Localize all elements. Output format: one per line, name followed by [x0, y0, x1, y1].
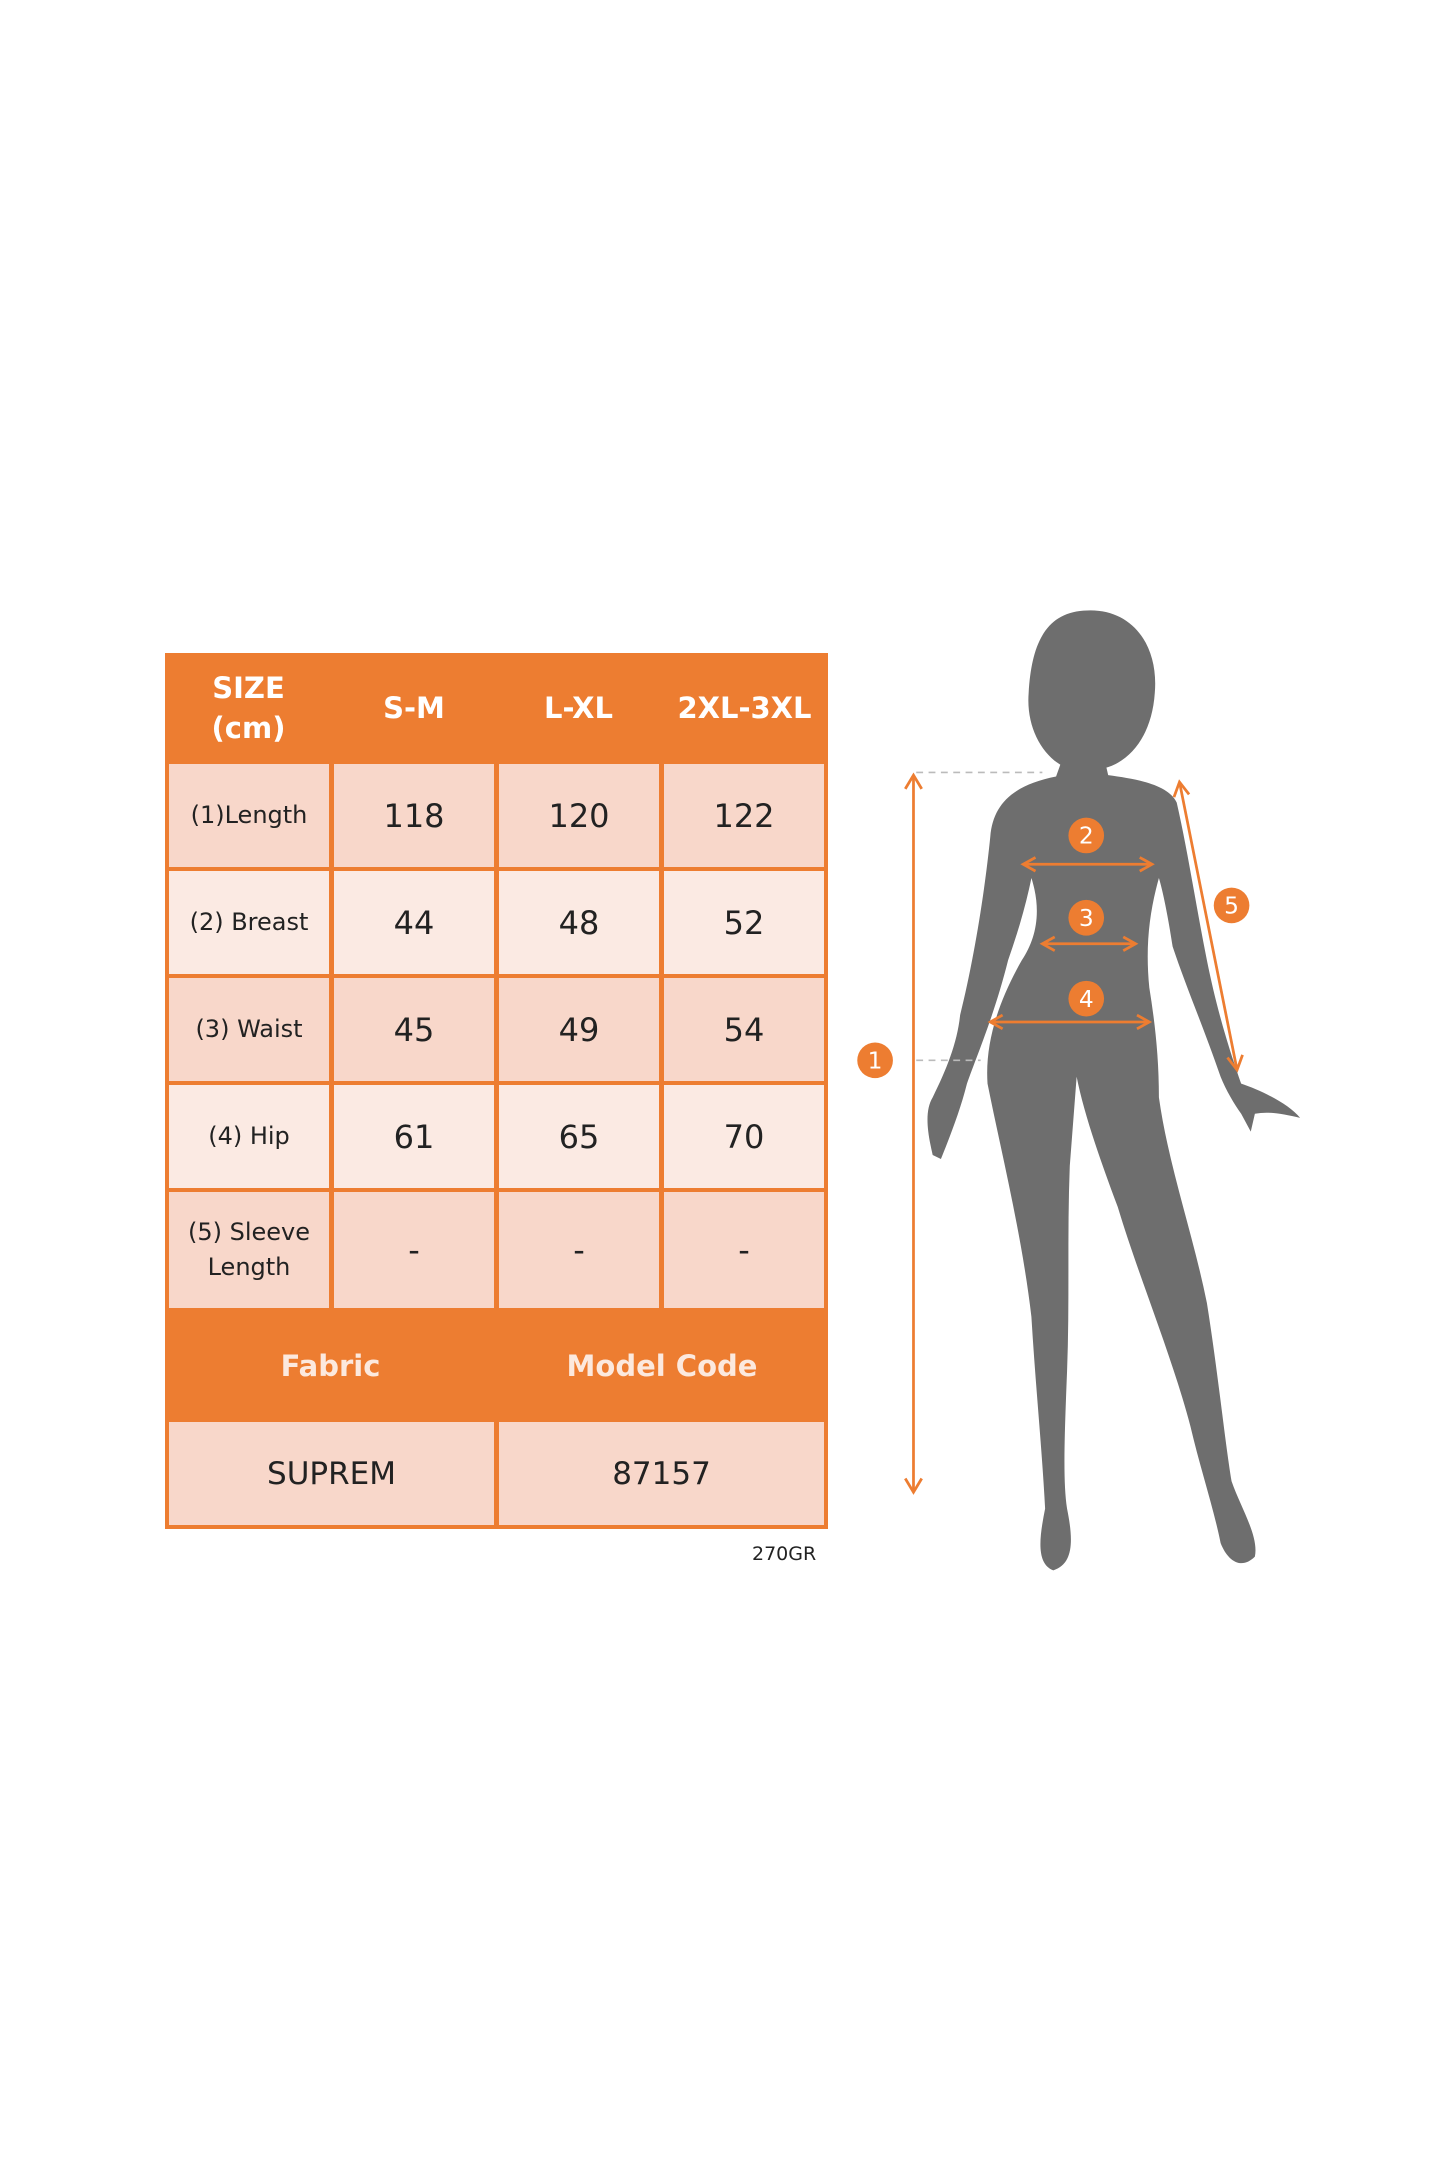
row-label-breast: (2) Breast [169, 871, 329, 974]
marker-5: 5 [1224, 893, 1239, 920]
row-label-sleeve-length: (5) Sleeve Length [169, 1192, 329, 1308]
row-label-line: (5) Sleeve [187, 1218, 311, 1247]
table-cell: - [334, 1192, 494, 1308]
marker-circle [1068, 899, 1105, 936]
fabric-value: SUPREM [169, 1422, 494, 1525]
marker-4: 4 [1079, 986, 1094, 1013]
arrowhead [1136, 1013, 1153, 1031]
size-header-cell: SIZE (cm) [165, 653, 332, 764]
silhouette [927, 610, 1301, 1571]
row-label-waist: (3) Waist [169, 978, 329, 1081]
arrowhead [1122, 935, 1139, 952]
row-label-hip: (4) Hip [169, 1085, 329, 1188]
table-cell: 65 [499, 1085, 659, 1188]
unit-label: (cm) [211, 710, 286, 745]
table-cell: 49 [499, 978, 659, 1081]
marker-circle [1068, 817, 1105, 854]
size-column-header: S-M [383, 690, 445, 725]
arrowhead [1039, 935, 1056, 952]
marker-3: 3 [1079, 905, 1094, 932]
size-label: SIZE [212, 671, 285, 706]
head-hair [1028, 610, 1156, 769]
table-cell: 45 [334, 978, 494, 1081]
marker-circle [1213, 887, 1250, 924]
sleeve-arrow [1178, 781, 1239, 1071]
table-cell: 120 [499, 764, 659, 867]
row-label-line: Length [207, 1253, 291, 1281]
marker-circle [857, 1042, 893, 1079]
body [927, 757, 1301, 1571]
row-label-length: (1)Length [169, 764, 329, 867]
table-cell: 44 [334, 871, 494, 974]
size-column-header: 2XL-3XL [677, 690, 812, 725]
model-code-header: Model Code [566, 1349, 758, 1384]
fabric-weight-note: 270GR [752, 1543, 817, 1565]
table-cell: 48 [499, 871, 659, 974]
table-cell: 52 [664, 871, 824, 974]
fabric-header: Fabric [280, 1349, 381, 1384]
table-cell: - [664, 1192, 824, 1308]
measurement-markers: 1 2 3 4 5 [857, 817, 1250, 1079]
arrowhead [1020, 856, 1037, 873]
body-measurement-figure: 1 2 3 4 5 [857, 610, 1301, 1571]
marker-2: 2 [1079, 823, 1094, 850]
arrowhead [1139, 856, 1155, 873]
arrowhead [904, 1477, 923, 1495]
arrowhead [987, 1013, 1004, 1031]
table-cell: 61 [334, 1085, 494, 1188]
measurement-guides [904, 771, 1244, 1495]
table-cell: - [499, 1192, 659, 1308]
table-cell: 122 [664, 764, 824, 867]
arrowhead [904, 772, 923, 790]
marker-1: 1 [868, 1048, 883, 1075]
size-chart-table: SIZE (cm) S-M L-XL 2XL-3XL (1)Length 118… [165, 653, 828, 1529]
arrowhead [1172, 779, 1191, 798]
model-code-value: 87157 [499, 1422, 824, 1525]
arrowhead [1226, 1054, 1244, 1073]
table-cell: 118 [334, 764, 494, 867]
table-cell: 70 [664, 1085, 824, 1188]
marker-circle [1068, 980, 1105, 1017]
size-column-header: L-XL [544, 690, 613, 725]
table-cell: 54 [664, 978, 824, 1081]
